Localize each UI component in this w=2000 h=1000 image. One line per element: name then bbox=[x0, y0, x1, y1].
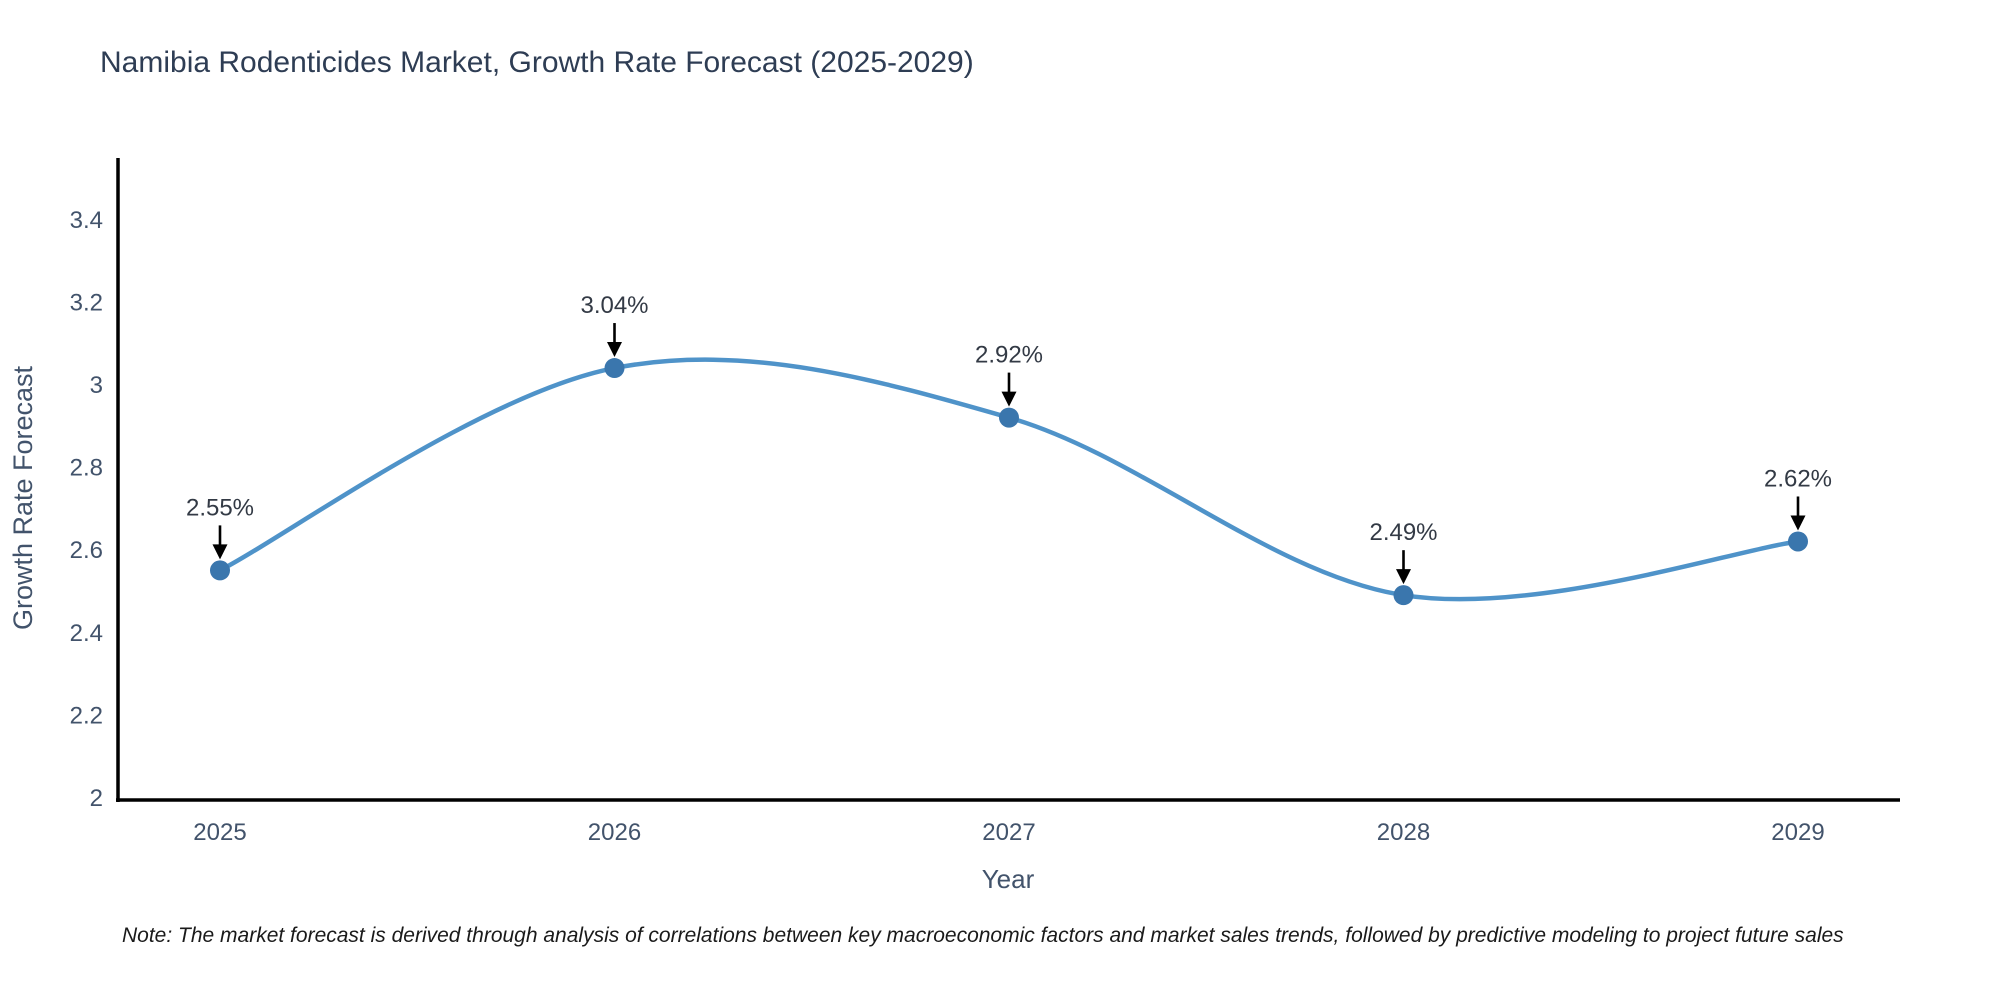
y-tick-label: 2.8 bbox=[70, 455, 103, 482]
y-tick-label: 2.6 bbox=[70, 537, 103, 564]
data-point-marker bbox=[210, 560, 230, 581]
annotation-arrow-head bbox=[212, 544, 228, 560]
y-axis-ticks: 2 2.2 2.4 2.6 2.8 3 3.2 3.4 bbox=[70, 207, 103, 812]
point-value-label: 2.55% bbox=[186, 494, 254, 521]
y-tick-label: 3.4 bbox=[70, 207, 103, 234]
y-tick-label: 2.4 bbox=[70, 620, 103, 647]
y-axis-label: Growth Rate Forecast bbox=[8, 365, 38, 630]
annotation-arrow-head bbox=[1396, 569, 1411, 585]
point-value-label: 2.62% bbox=[1764, 465, 1832, 492]
x-tick-label: 2029 bbox=[1771, 819, 1824, 846]
point-value-label: 2.49% bbox=[1369, 519, 1437, 546]
annotations-group: 2.55% 3.04% 2.92% 2.49% 2.62% bbox=[186, 292, 1832, 585]
footnote: Note: The market forecast is derived thr… bbox=[122, 924, 1844, 947]
x-tick-label: 2028 bbox=[1377, 819, 1430, 846]
x-tick-label: 2026 bbox=[588, 819, 641, 846]
x-axis-label: Year bbox=[982, 864, 1035, 894]
annotation-arrow-head bbox=[607, 342, 622, 358]
data-point-marker bbox=[999, 407, 1019, 428]
y-tick-label: 3 bbox=[90, 372, 103, 399]
chart-title: Namibia Rodenticides Market, Growth Rate… bbox=[100, 46, 974, 79]
x-tick-label: 2027 bbox=[982, 819, 1035, 846]
data-point-marker bbox=[1788, 531, 1808, 552]
data-point-marker bbox=[604, 358, 625, 379]
data-points-group bbox=[210, 358, 1808, 606]
point-value-label: 2.92% bbox=[975, 342, 1043, 369]
annotation-arrow-head bbox=[1790, 515, 1806, 531]
point-value-label: 3.04% bbox=[580, 292, 648, 319]
x-axis-ticks: 2025 2026 2027 2028 2029 bbox=[193, 819, 1824, 846]
annotation-arrow-head bbox=[1001, 391, 1017, 407]
data-point-marker bbox=[1393, 585, 1414, 606]
y-tick-label: 2.2 bbox=[70, 702, 103, 729]
y-tick-label: 3.2 bbox=[70, 289, 103, 316]
y-tick-label: 2 bbox=[90, 785, 103, 812]
x-tick-label: 2025 bbox=[193, 819, 246, 846]
